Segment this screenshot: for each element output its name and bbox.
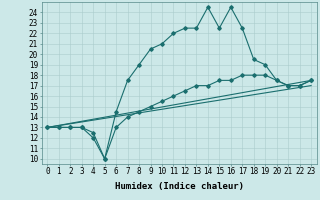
X-axis label: Humidex (Indice chaleur): Humidex (Indice chaleur) bbox=[115, 182, 244, 191]
